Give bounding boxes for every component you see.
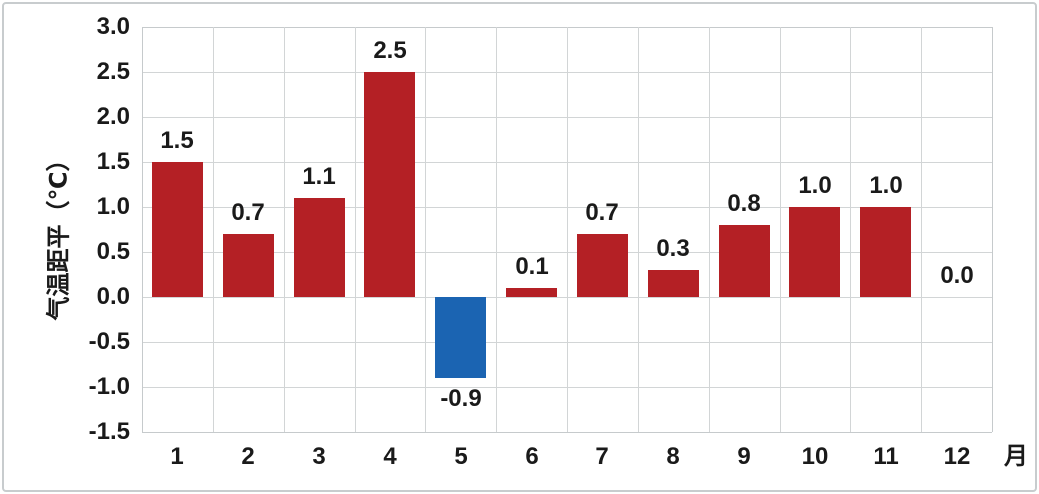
bar-month-6 [506,288,557,297]
data-label-month-9: 0.8 [727,190,761,217]
plot-area: 1.5 0.7 1.1 2.5 -0.9 0.1 0.7 0.3 0.8 1.0 1.0 0.0 [142,27,993,433]
bar-month-4 [364,72,415,297]
gridline-vertical [638,27,639,432]
gridline-vertical [780,27,781,432]
y-axis-tick-label: 0.0 [96,283,130,310]
bar-month-3 [294,198,345,297]
x-axis-tick-label-5: 5 [454,443,468,470]
gridline-vertical [709,27,710,432]
data-label-month-6: 0.1 [515,253,549,280]
gridline-vertical [496,27,497,432]
gridline-horizontal [142,432,992,433]
gridline-vertical [850,27,851,432]
x-axis-tick-label-6: 6 [525,443,539,470]
data-label-month-5: -0.9 [440,385,482,412]
y-axis-tick-label: 1.0 [96,193,130,220]
y-axis: 3.0 2.5 2.0 1.5 1.0 0.5 0.0 -0.5 -1.0 -1.5 [4,14,130,445]
x-axis-tick-label-2: 2 [241,443,255,470]
x-axis-tick-label-12: 12 [943,443,971,470]
gridline-vertical [355,27,356,432]
bar-month-5 [435,297,486,378]
data-label-month-10: 1.0 [798,172,832,199]
y-axis-tick-label: 2.0 [96,103,130,130]
y-axis-tick-label: 1.5 [96,148,130,175]
bar-month-1 [152,162,203,297]
bar-month-2 [223,234,274,297]
gridline-vertical [921,27,922,432]
y-axis-tick-label: -1.5 [88,418,130,445]
gridline-vertical [213,27,214,432]
data-label-month-3: 1.1 [302,163,336,190]
x-axis-tick-label-9: 9 [737,443,751,470]
data-label-month-7: 0.7 [585,199,619,226]
x-axis-tick-label-10: 10 [801,443,829,470]
y-axis-tick-label: 0.5 [96,238,130,265]
data-label-month-8: 0.3 [656,235,690,262]
gridline-vertical [425,27,426,432]
y-axis-tick-label: 2.5 [96,58,130,85]
data-label-month-12: 0.0 [940,262,974,289]
bar-month-7 [577,234,628,297]
x-axis: 1 2 3 4 5 6 7 8 9 10 11 12 [142,442,992,476]
x-axis-tick-label-4: 4 [383,443,397,470]
x-axis-tick-label-7: 7 [595,443,609,470]
x-axis-unit-label: 月 [1004,443,1028,470]
gridline-vertical [284,27,285,432]
bar-month-8 [648,270,699,297]
gridline-vertical [142,27,143,432]
bar-month-11 [860,207,911,297]
y-axis-tick-label: -1.0 [88,373,130,400]
bar-month-10 [789,207,840,297]
y-axis-tick-label: -0.5 [88,328,130,355]
gridline-vertical [567,27,568,432]
x-axis-tick-label-3: 3 [312,443,326,470]
data-label-month-2: 0.7 [231,199,265,226]
data-label-month-1: 1.5 [160,127,194,154]
data-label-month-11: 1.0 [869,172,903,199]
x-axis-tick-label-8: 8 [666,443,680,470]
gridline-vertical [992,27,993,432]
y-axis-tick-label: 3.0 [96,13,130,40]
x-axis-tick-label-11: 11 [873,443,899,470]
x-axis-tick-label-1: 1 [170,443,184,470]
bar-month-9 [719,225,770,297]
data-label-month-4: 2.5 [373,37,407,64]
